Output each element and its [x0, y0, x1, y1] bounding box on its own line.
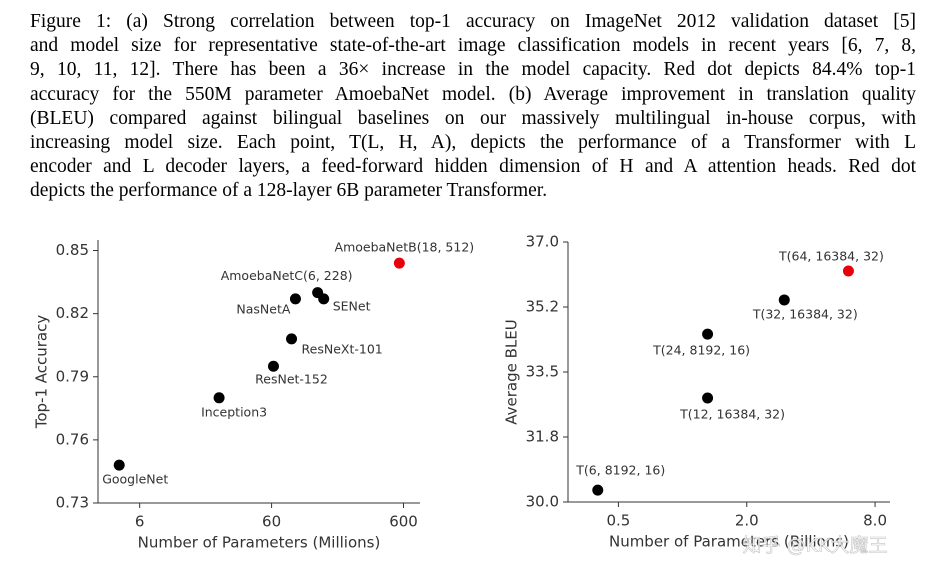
point-label: T(12, 16384, 32)	[679, 407, 785, 422]
point	[267, 360, 279, 372]
point	[702, 328, 714, 340]
x-axis-label: Number of Parameters (Billions)	[609, 533, 849, 551]
y-tick-label: 35.2	[526, 298, 559, 316]
point	[286, 333, 298, 345]
caption-line: (BLEU) compared against bilingual baseli…	[30, 107, 916, 129]
point	[842, 265, 854, 277]
point-label: AmoebaNetC(6, 228)	[221, 268, 353, 283]
point-label: Inception3	[201, 404, 267, 419]
y-tick-label: 33.5	[526, 363, 559, 381]
y-tick-label: 0.79	[56, 367, 89, 385]
y-tick-label: 30.0	[526, 493, 559, 511]
point	[289, 293, 301, 305]
point-label: T(6, 8192, 16)	[575, 463, 665, 478]
point-label: AmoebaNetB(18, 512)	[335, 240, 475, 255]
y-tick-label: 0.85	[56, 241, 89, 259]
caption-line: Figure 1: (a) Strong correlation between…	[30, 11, 916, 32]
x-tick-label: 600	[389, 513, 418, 531]
caption-line: accuracy for the 550M parameter AmoebaNe…	[30, 83, 916, 105]
point	[318, 293, 330, 305]
point	[113, 459, 125, 471]
watermark: 知乎 @KK大魔王	[743, 535, 888, 557]
point	[778, 294, 790, 306]
point-label: T(64, 16384, 32)	[778, 248, 884, 263]
point-label: T(24, 8192, 16)	[652, 343, 750, 358]
caption-line: 9, 10, 11, 12]. There has been a 36× inc…	[30, 59, 916, 81]
y-tick-label: 0.82	[56, 304, 89, 322]
x-tick-label: 8.0	[863, 512, 887, 530]
y-tick-label: 0.73	[56, 494, 89, 512]
x-tick-label: 0.5	[606, 512, 630, 530]
caption-line: increasing model size. Each point, T(L, …	[30, 132, 916, 154]
y-tick-label: 37.0	[526, 233, 559, 251]
caption-line: encoder and L decoder layers, a feed-for…	[30, 156, 916, 178]
x-tick-label: 6	[135, 513, 145, 531]
point	[702, 392, 714, 404]
point-label: SENet	[333, 298, 371, 313]
caption: Figure 1: (a) Strong correlation between…	[30, 10, 916, 204]
x-tick-label: 2.0	[735, 512, 759, 530]
point-label: ResNeXt-101	[302, 341, 383, 356]
caption-line: depicts the performance of a 128-layer 6…	[30, 180, 548, 202]
point-label: ResNet-152	[255, 372, 328, 387]
y-axis-label: Top-1 Accuracy	[33, 315, 51, 430]
caption-line: and model size for representative state-…	[30, 35, 916, 57]
y-axis-label: Average BLEU	[503, 319, 521, 424]
x-axis-label: Number of Parameters (Millions)	[138, 534, 381, 552]
point-label: NasNetA	[236, 301, 290, 316]
point	[393, 257, 405, 269]
point	[213, 392, 225, 404]
x-tick-label: 60	[262, 513, 281, 531]
y-tick-label: 31.8	[526, 428, 559, 446]
point-label: GoogleNet	[102, 472, 168, 487]
point	[592, 484, 604, 496]
y-tick-label: 0.76	[56, 430, 89, 448]
point-label: T(32, 16384, 32)	[752, 306, 858, 321]
